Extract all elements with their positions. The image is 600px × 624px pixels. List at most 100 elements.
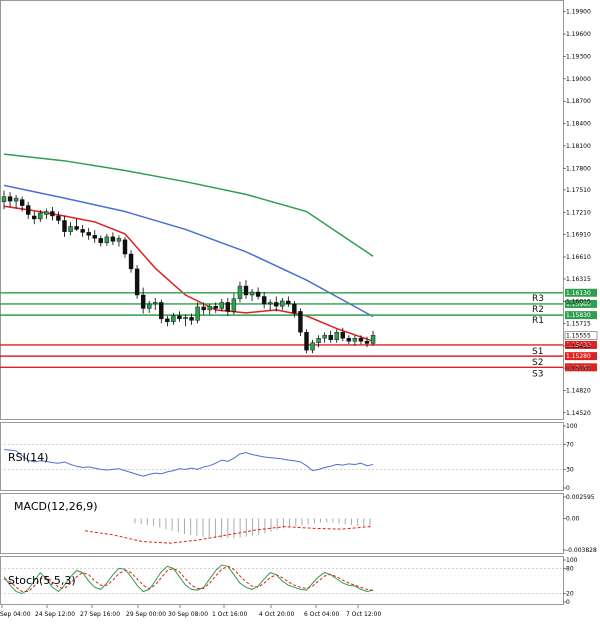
price-panel xyxy=(0,0,564,420)
candle-body xyxy=(292,303,297,314)
candle-body xyxy=(268,302,273,305)
candle-body xyxy=(231,298,237,312)
stoch-tick-label: 20 xyxy=(566,591,574,598)
candle-body xyxy=(334,332,339,340)
level-price-tag xyxy=(565,311,597,320)
candle-body xyxy=(62,220,67,232)
level-price-tag-label: 1.15830 xyxy=(566,312,591,319)
price-tick-label: 1.15715 xyxy=(566,321,591,328)
candle-body xyxy=(213,305,218,309)
price-tick-label: 1.17510 xyxy=(566,187,591,194)
price-tick-label: 1.14820 xyxy=(566,387,591,394)
candle-body xyxy=(98,238,104,244)
rsi-indicator: 100 70 30 0 RSI(14) xyxy=(0,423,578,492)
candle-body xyxy=(74,226,79,230)
price-tick-label: 1.18100 xyxy=(566,143,591,150)
candle-body xyxy=(26,205,31,215)
level-price-tag-label: 1.15280 xyxy=(566,353,591,360)
candle-body xyxy=(50,211,55,217)
price-tick-label: 1.16015 xyxy=(566,298,591,305)
time-tick-label: 1 Oct 16:00 xyxy=(212,611,247,618)
candle-body xyxy=(159,302,164,320)
candle-body xyxy=(146,303,152,309)
candle-body xyxy=(207,305,212,311)
candle-body xyxy=(358,338,364,342)
candle-body xyxy=(316,338,321,343)
price-tick-label: 1.14520 xyxy=(566,410,591,417)
candle-body xyxy=(310,342,315,351)
candle-body xyxy=(255,291,261,297)
candle-body xyxy=(328,335,333,340)
level-label-s1: S1 xyxy=(532,347,543,357)
rsi-tick-label: 70 xyxy=(566,442,574,449)
current-price-label: 1.15555 xyxy=(566,333,591,340)
candle-body xyxy=(165,318,170,323)
candle-body xyxy=(86,232,91,236)
macd-label: MACD(12,26,9) xyxy=(14,500,98,513)
candle-body xyxy=(364,341,370,344)
level-price-tag xyxy=(565,352,597,361)
macd-indicator: 0.002595 0.00 -0.003828 MACD(12,26,9) xyxy=(14,494,597,554)
candle-body xyxy=(219,302,225,309)
candle-body xyxy=(304,332,309,351)
stoch-k-line xyxy=(3,564,374,595)
candle-body xyxy=(140,294,146,309)
time-tick-label: 6 Oct 04:00 xyxy=(304,611,339,618)
rsi-tick-label: 30 xyxy=(566,466,574,473)
level-label-r1: R1 xyxy=(532,316,544,326)
candle-body xyxy=(243,285,249,296)
candle-body xyxy=(128,253,134,270)
candle-body xyxy=(195,306,200,321)
candle-body xyxy=(110,236,116,242)
candle-body xyxy=(370,335,376,344)
candle-body xyxy=(286,300,291,305)
candle-body xyxy=(177,315,182,320)
candles xyxy=(1,190,376,354)
candle-body xyxy=(298,311,303,333)
time-tick-label: 24 Sep 12:00 xyxy=(35,611,75,618)
price-tick-label: 1.17210 xyxy=(566,209,591,216)
candle-body xyxy=(92,235,97,239)
moving-average-line xyxy=(3,153,374,257)
stoch-tick-label: 80 xyxy=(566,565,574,572)
macd-tick-label: -0.003828 xyxy=(566,547,597,554)
price-tick-label: 1.16315 xyxy=(566,276,591,283)
candle-body xyxy=(201,306,206,311)
level-price-tag-label: 1.15980 xyxy=(566,301,591,308)
candle-body xyxy=(56,215,61,221)
candle-body xyxy=(1,196,7,203)
level-price-tag-label: 1.16130 xyxy=(566,290,591,297)
price-tick-label: 1.19900 xyxy=(566,9,591,16)
stoch-label: Stoch(5,5,3) xyxy=(8,574,76,587)
price-tick-label: 1.18400 xyxy=(566,121,591,128)
current-price-tag xyxy=(564,331,598,340)
time-tick-label: 4 Oct 20:00 xyxy=(259,611,294,618)
level-price-tag xyxy=(565,288,597,297)
candle-body xyxy=(19,199,25,206)
candle-body xyxy=(68,226,73,232)
candle-body xyxy=(153,302,158,305)
price-tick-label: 1.16910 xyxy=(566,232,591,239)
candle-body xyxy=(261,296,267,305)
time-tick-label: 27 Sep 16:00 xyxy=(80,611,120,618)
rsi-panel xyxy=(0,422,564,491)
candle-body xyxy=(171,315,176,323)
price-tick-label: 1.19000 xyxy=(566,76,591,83)
stoch-tick-label: 100 xyxy=(566,557,578,564)
price-tick-label: 1.18700 xyxy=(566,98,591,105)
rsi-tick-label: 0 xyxy=(566,485,570,492)
level-price-tag xyxy=(565,299,597,308)
candle-body xyxy=(274,302,279,307)
macd-tick-label: 0.002595 xyxy=(566,494,595,501)
candle-body xyxy=(346,338,352,342)
stoch-tick-label: 0 xyxy=(566,599,570,606)
time-tick-label: 7 Oct 12:00 xyxy=(346,611,381,618)
time-axis: Sep 04:00 24 Sep 12:00 27 Sep 16:00 29 Sep … xyxy=(0,605,381,618)
level-price-tag-label: 1.15430 xyxy=(566,342,591,349)
time-tick-label: Sep 04:00 xyxy=(0,611,31,618)
candle-body xyxy=(38,212,43,220)
candle-body xyxy=(122,239,128,255)
macd-panel xyxy=(0,493,564,554)
